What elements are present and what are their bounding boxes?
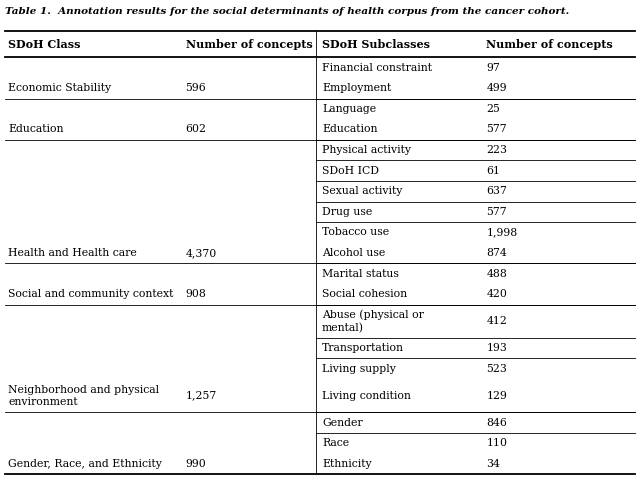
Text: Living supply: Living supply (322, 364, 396, 374)
Text: 596: 596 (186, 83, 206, 93)
Text: 846: 846 (486, 418, 508, 428)
Text: Number of concepts: Number of concepts (486, 39, 613, 50)
Text: Health and Health care: Health and Health care (8, 248, 137, 258)
Text: SDoH ICD: SDoH ICD (322, 166, 379, 175)
Text: Drug use: Drug use (322, 207, 372, 217)
Text: Employment: Employment (322, 83, 391, 93)
Text: Neighborhood and physical
environment: Neighborhood and physical environment (8, 384, 159, 407)
Text: 990: 990 (186, 459, 206, 469)
Text: Marital status: Marital status (322, 269, 399, 279)
Text: Social and community context: Social and community context (8, 289, 173, 299)
Text: Language: Language (322, 104, 376, 114)
Text: 499: 499 (486, 83, 507, 93)
Text: Ethnicity: Ethnicity (322, 459, 372, 469)
Text: 34: 34 (486, 459, 500, 469)
Text: 488: 488 (486, 269, 508, 279)
Text: 4,370: 4,370 (186, 248, 217, 258)
Text: 223: 223 (486, 145, 508, 155)
Text: Number of concepts: Number of concepts (186, 39, 312, 50)
Text: 412: 412 (486, 316, 508, 326)
Text: 193: 193 (486, 343, 508, 353)
Text: Gender: Gender (322, 418, 362, 428)
Text: Alcohol use: Alcohol use (322, 248, 385, 258)
Text: Table 1.  Annotation results for the social determinants of health corpus from t: Table 1. Annotation results for the soci… (5, 7, 570, 16)
Text: Transportation: Transportation (322, 343, 404, 353)
Text: Race: Race (322, 438, 349, 448)
Text: 908: 908 (186, 289, 207, 299)
Text: Education: Education (8, 124, 64, 134)
Text: 97: 97 (486, 63, 500, 73)
Text: 637: 637 (486, 186, 508, 196)
Text: 523: 523 (486, 364, 508, 374)
Text: 110: 110 (486, 438, 508, 448)
Text: Economic Stability: Economic Stability (8, 83, 111, 93)
Text: 874: 874 (486, 248, 507, 258)
Text: Abuse (physical or
mental): Abuse (physical or mental) (322, 309, 424, 333)
Text: Physical activity: Physical activity (322, 145, 411, 155)
Text: Sexual activity: Sexual activity (322, 186, 403, 196)
Text: SDoH Class: SDoH Class (8, 39, 81, 50)
Text: 1,257: 1,257 (186, 391, 217, 401)
Text: Tobacco use: Tobacco use (322, 228, 389, 238)
Text: Financial constraint: Financial constraint (322, 63, 432, 73)
Text: 25: 25 (486, 104, 500, 114)
Text: 577: 577 (486, 124, 507, 134)
Text: 1,998: 1,998 (486, 228, 518, 238)
Text: Gender, Race, and Ethnicity: Gender, Race, and Ethnicity (8, 459, 162, 469)
Text: 129: 129 (486, 391, 508, 401)
Text: Social cohesion: Social cohesion (322, 289, 407, 299)
Text: 602: 602 (186, 124, 207, 134)
Text: 420: 420 (486, 289, 508, 299)
Text: 61: 61 (486, 166, 500, 175)
Text: 577: 577 (486, 207, 507, 217)
Text: SDoH Subclasses: SDoH Subclasses (322, 39, 430, 50)
Text: Living condition: Living condition (322, 391, 411, 401)
Text: Education: Education (322, 124, 378, 134)
